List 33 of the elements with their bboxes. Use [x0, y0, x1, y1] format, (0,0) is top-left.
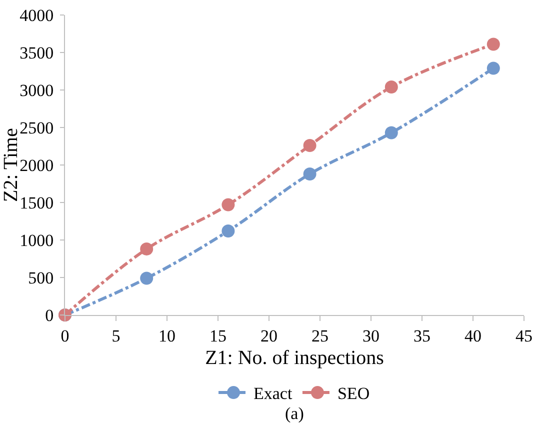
y-tick-label: 4000	[20, 6, 54, 25]
point	[384, 126, 398, 140]
point	[303, 168, 316, 180]
point	[140, 272, 154, 285]
x-tick-label: 5	[112, 326, 120, 346]
x-tick-label: 20	[260, 326, 278, 346]
point	[486, 62, 500, 75]
x-tick-label: 35	[414, 326, 430, 346]
point	[384, 80, 398, 94]
text: (a)	[285, 404, 304, 423]
point	[303, 139, 316, 152]
y-tick-label: 0	[45, 306, 54, 325]
x-tick-label: 45	[516, 326, 532, 346]
legend-label: SEO	[337, 384, 370, 404]
x-tick-label: 40	[464, 326, 482, 346]
y-tick-label: 500	[28, 268, 54, 288]
x-tick-label: 0	[60, 326, 70, 346]
point	[222, 198, 235, 212]
x-tick-label: 15	[210, 326, 226, 346]
y-tick-label: 3500	[20, 43, 54, 62]
legend-label: Exact	[254, 384, 292, 404]
x-tick-label: 30	[362, 326, 380, 346]
y-tick-label: 2500	[20, 118, 54, 138]
y-tick-label: 2000	[20, 156, 54, 175]
x-axis-title: Z1: No. of inspections	[205, 346, 384, 369]
point	[222, 224, 235, 238]
point	[140, 242, 154, 256]
x-tick-label: 10	[158, 326, 176, 346]
y-tick-label: 3000	[20, 80, 54, 100]
point	[486, 38, 500, 51]
y-tick-label: 1000	[20, 230, 54, 250]
x-tick-label: 25	[312, 326, 328, 346]
y-tick-label: 1500	[20, 193, 54, 212]
